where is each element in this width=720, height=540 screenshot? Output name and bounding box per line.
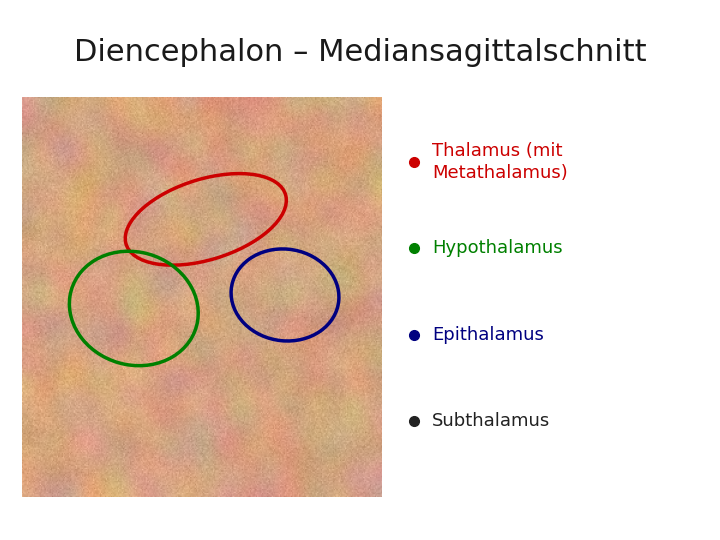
Text: Thalamus (mit
Metathalamus): Thalamus (mit Metathalamus) — [432, 142, 568, 182]
Text: Subthalamus: Subthalamus — [432, 412, 550, 430]
Text: Epithalamus: Epithalamus — [432, 326, 544, 344]
Text: Diencephalon – Mediansagittalschnitt: Diencephalon – Mediansagittalschnitt — [73, 38, 647, 67]
Text: Hypothalamus: Hypothalamus — [432, 239, 562, 258]
